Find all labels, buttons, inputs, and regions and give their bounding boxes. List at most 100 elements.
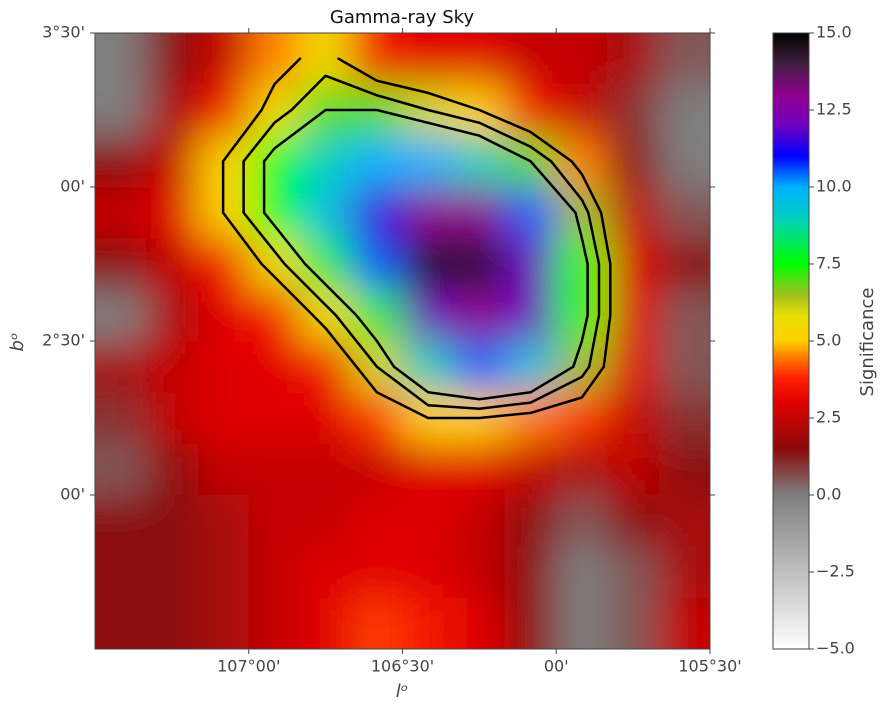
heat-cell <box>658 84 710 137</box>
heat-cell <box>351 495 403 547</box>
y-axis-label: bᵒ <box>7 333 28 352</box>
heat-cell <box>607 597 660 649</box>
heat-cell <box>402 495 455 547</box>
heat-cell <box>658 597 710 649</box>
heat-cell <box>300 443 352 496</box>
heat-cell <box>95 135 147 188</box>
heat-cell <box>658 495 710 547</box>
heat-cell <box>146 187 198 239</box>
heat-cell <box>300 392 352 445</box>
colorbar-tick-label: −2.5 <box>816 562 855 581</box>
contours <box>221 57 612 420</box>
heat-cell <box>658 135 710 188</box>
heat-cell <box>453 135 506 188</box>
heat-cell <box>95 187 147 239</box>
x-tick-label: 106°30' <box>371 657 434 676</box>
heat-cell <box>146 238 198 291</box>
heat-cell <box>402 597 455 649</box>
heat-cell <box>658 341 710 393</box>
heat-cell <box>658 443 710 496</box>
heat-cell <box>146 341 198 393</box>
heat-cell <box>505 495 557 547</box>
heat-cell <box>300 495 352 547</box>
x-tick-label: 107°00' <box>217 657 280 676</box>
x-axis-label: lᵒ <box>396 681 408 702</box>
colorbar-tick-label: 10.0 <box>816 177 852 196</box>
heat-cell <box>658 546 710 599</box>
heat-cell <box>607 238 660 291</box>
heat-cell <box>95 597 147 649</box>
heat-cell <box>300 238 352 291</box>
heat-cell <box>658 392 710 445</box>
heat-cell <box>146 546 198 599</box>
heat-cell <box>197 546 250 599</box>
heat-cell <box>197 238 250 291</box>
heat-cell <box>300 597 352 649</box>
heat-cell <box>505 546 557 599</box>
heat-cell <box>95 341 147 393</box>
heat-cell <box>95 84 147 137</box>
heat-cell <box>658 187 710 239</box>
colorbar-label: Significance <box>857 288 878 397</box>
colorbar-tick-label: 0.0 <box>816 485 841 504</box>
heat-cell <box>556 495 608 547</box>
heat-cell <box>658 238 710 291</box>
heat-cell <box>607 187 660 239</box>
heat-cell <box>248 546 301 599</box>
heat-cell <box>146 392 198 445</box>
heat-cell <box>402 187 455 239</box>
heat-cell <box>607 443 660 496</box>
heat-cell <box>453 289 506 342</box>
contour-line <box>221 57 612 420</box>
heat-cell <box>556 135 608 188</box>
heat-cell <box>556 84 608 137</box>
heat-cell <box>453 187 506 239</box>
heat-cell <box>300 135 352 188</box>
heat-cell <box>607 135 660 188</box>
heat-cell <box>607 341 660 393</box>
heat-cell <box>453 238 506 291</box>
heat-cell <box>658 289 710 342</box>
heat-cell <box>351 238 403 291</box>
colorbar-tick-label: 7.5 <box>816 254 841 273</box>
colorbar-tick-label: 5.0 <box>816 331 841 350</box>
heat-cell <box>248 341 301 393</box>
heat-cell <box>197 597 250 649</box>
heat-cell <box>505 84 557 137</box>
heat-cell <box>351 597 403 649</box>
colorbar-tick-label: 15.0 <box>816 23 852 42</box>
heat-cell <box>95 238 147 291</box>
heat-cell <box>556 187 608 239</box>
heat-cell <box>248 443 301 496</box>
y-tick-label: 3°30' <box>42 23 85 42</box>
heat-cell <box>402 238 455 291</box>
heat-cell <box>248 392 301 445</box>
colorbar-tick-label: 2.5 <box>816 408 841 427</box>
heat-cell <box>402 341 455 393</box>
heat-cell <box>505 187 557 239</box>
heat-cell <box>248 33 301 85</box>
heat-cell <box>402 289 455 342</box>
heat-cell <box>300 546 352 599</box>
heat-cell <box>607 289 660 342</box>
heat-cell <box>197 84 250 137</box>
heat-cell <box>197 33 250 85</box>
y-tick-label: 00' <box>60 177 85 196</box>
heat-cell <box>505 33 557 85</box>
heat-cell <box>607 546 660 599</box>
x-tick-label: 105°30' <box>678 657 741 676</box>
heat-cell <box>351 135 403 188</box>
heat-cell <box>248 495 301 547</box>
heat-cell <box>402 546 455 599</box>
heat-cell <box>146 597 198 649</box>
y-tick-label: 2°30' <box>42 331 85 350</box>
heat-cell <box>351 33 403 85</box>
y-tick-label: 00' <box>60 485 85 504</box>
heat-cell <box>197 341 250 393</box>
heat-cell <box>146 84 198 137</box>
heat-cell <box>146 33 198 85</box>
heat-cell <box>607 495 660 547</box>
heat-cell <box>607 84 660 137</box>
heat-cell <box>556 33 608 85</box>
heat-cell <box>95 495 147 547</box>
